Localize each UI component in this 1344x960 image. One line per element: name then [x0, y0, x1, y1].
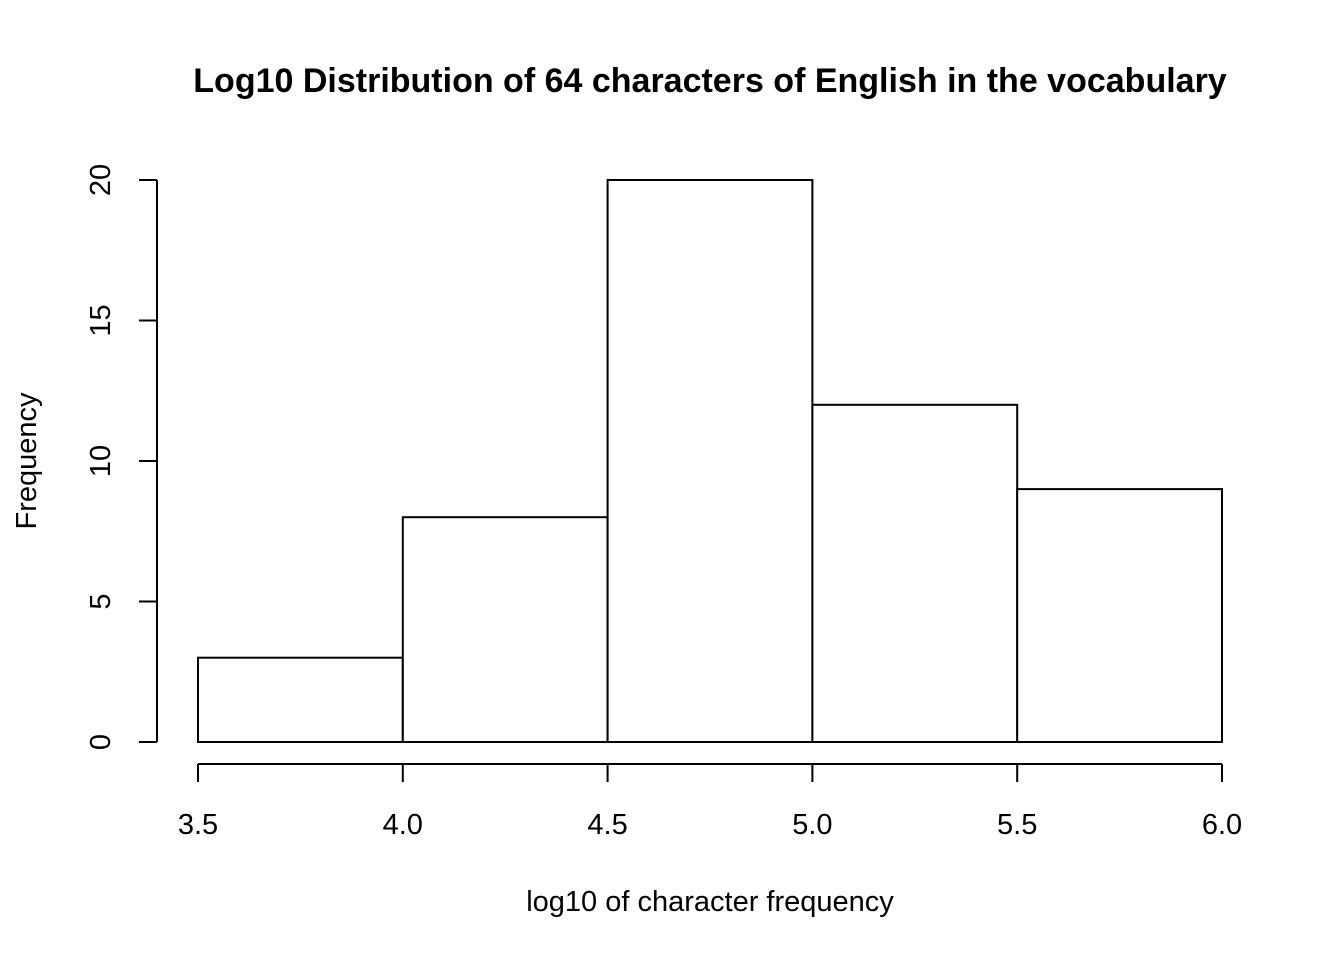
x-tick-label: 4.0	[383, 809, 423, 841]
histogram-bar-5	[1016, 488, 1224, 743]
y-tick-label: 10	[85, 445, 117, 477]
y-tick-label: 5	[85, 593, 117, 609]
histogram-bar-4	[811, 403, 1019, 743]
x-axis: 3.5 4.0 4.5 5.0 5.5 6.0	[178, 763, 1242, 841]
y-tick-label: 0	[85, 734, 117, 750]
histogram-bar-2	[401, 516, 609, 744]
y-axis-label: Frequency	[11, 392, 43, 530]
x-tick-label: 5.0	[792, 809, 832, 841]
x-tick-label: 6.0	[1202, 809, 1242, 841]
x-tick-label: 5.5	[997, 809, 1037, 841]
y-tick-label: 20	[85, 164, 117, 196]
x-tick-label: 3.5	[178, 809, 218, 841]
y-tick-label: 15	[85, 304, 117, 336]
bars-group	[197, 179, 1224, 744]
x-tick-label: 4.5	[587, 809, 627, 841]
y-axis: 0 5 10 15 20	[85, 164, 158, 750]
histogram-bar-1	[197, 656, 404, 744]
histogram-bar-3	[606, 179, 814, 743]
chart-title: Log10 Distribution of 64 characters of E…	[193, 62, 1227, 100]
x-axis-label: log10 of character frequency	[526, 886, 894, 918]
